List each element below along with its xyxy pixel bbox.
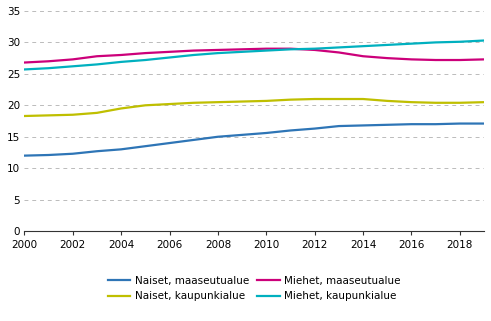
Line: Miehet, maaseutualue: Miehet, maaseutualue xyxy=(25,49,484,63)
Miehet, maaseutualue xyxy=(360,54,366,58)
Naiset, maaseutualue xyxy=(215,135,221,139)
Naiset, kaupunkialue xyxy=(384,99,390,103)
Naiset, maaseutualue xyxy=(409,122,414,126)
Miehet, kaupunkialue xyxy=(384,43,390,47)
Miehet, maaseutualue xyxy=(215,48,221,52)
Naiset, kaupunkialue xyxy=(191,101,197,105)
Miehet, kaupunkialue xyxy=(457,40,463,44)
Naiset, maaseutualue xyxy=(46,153,52,157)
Line: Naiset, maaseutualue: Naiset, maaseutualue xyxy=(25,124,484,156)
Naiset, kaupunkialue xyxy=(481,100,487,104)
Miehet, maaseutualue xyxy=(288,47,294,51)
Naiset, kaupunkialue xyxy=(215,100,221,104)
Miehet, maaseutualue xyxy=(94,54,100,58)
Naiset, kaupunkialue xyxy=(142,103,148,107)
Line: Miehet, kaupunkialue: Miehet, kaupunkialue xyxy=(25,40,484,69)
Miehet, kaupunkialue xyxy=(409,42,414,46)
Naiset, kaupunkialue xyxy=(263,99,269,103)
Naiset, maaseutualue xyxy=(142,144,148,148)
Naiset, kaupunkialue xyxy=(360,97,366,101)
Naiset, maaseutualue xyxy=(191,138,197,142)
Miehet, maaseutualue xyxy=(70,57,76,61)
Naiset, kaupunkialue xyxy=(70,113,76,117)
Miehet, maaseutualue xyxy=(166,50,172,54)
Miehet, maaseutualue xyxy=(142,51,148,55)
Naiset, kaupunkialue xyxy=(336,97,342,101)
Naiset, maaseutualue xyxy=(166,141,172,145)
Naiset, maaseutualue xyxy=(22,154,27,158)
Naiset, maaseutualue xyxy=(118,147,124,151)
Miehet, kaupunkialue xyxy=(70,65,76,68)
Miehet, maaseutualue xyxy=(384,56,390,60)
Miehet, kaupunkialue xyxy=(118,60,124,64)
Naiset, kaupunkialue xyxy=(433,101,438,105)
Miehet, kaupunkialue xyxy=(433,40,438,44)
Naiset, maaseutualue xyxy=(433,122,438,126)
Naiset, maaseutualue xyxy=(360,124,366,127)
Legend: Naiset, maaseutualue, Naiset, kaupunkialue, Miehet, maaseutualue, Miehet, kaupun: Naiset, maaseutualue, Naiset, kaupunkial… xyxy=(108,276,401,301)
Naiset, kaupunkialue xyxy=(239,100,245,103)
Miehet, maaseutualue xyxy=(312,48,318,52)
Naiset, kaupunkialue xyxy=(288,98,294,101)
Naiset, maaseutualue xyxy=(312,127,318,131)
Naiset, maaseutualue xyxy=(481,122,487,126)
Naiset, kaupunkialue xyxy=(46,113,52,117)
Miehet, kaupunkialue xyxy=(191,53,197,57)
Naiset, maaseutualue xyxy=(384,123,390,127)
Miehet, maaseutualue xyxy=(336,50,342,54)
Naiset, kaupunkialue xyxy=(22,114,27,118)
Miehet, maaseutualue xyxy=(457,58,463,62)
Naiset, maaseutualue xyxy=(336,124,342,128)
Miehet, kaupunkialue xyxy=(263,49,269,53)
Naiset, kaupunkialue xyxy=(118,107,124,110)
Miehet, maaseutualue xyxy=(22,61,27,65)
Miehet, kaupunkialue xyxy=(166,56,172,59)
Naiset, maaseutualue xyxy=(239,133,245,137)
Naiset, kaupunkialue xyxy=(312,97,318,101)
Miehet, kaupunkialue xyxy=(142,58,148,62)
Naiset, maaseutualue xyxy=(70,152,76,156)
Miehet, maaseutualue xyxy=(481,57,487,61)
Miehet, maaseutualue xyxy=(191,49,197,53)
Miehet, kaupunkialue xyxy=(360,44,366,48)
Line: Naiset, kaupunkialue: Naiset, kaupunkialue xyxy=(25,99,484,116)
Miehet, kaupunkialue xyxy=(215,51,221,55)
Miehet, maaseutualue xyxy=(433,58,438,62)
Naiset, maaseutualue xyxy=(288,128,294,132)
Naiset, maaseutualue xyxy=(457,122,463,126)
Naiset, maaseutualue xyxy=(94,149,100,153)
Miehet, maaseutualue xyxy=(118,53,124,57)
Miehet, maaseutualue xyxy=(46,59,52,63)
Miehet, maaseutualue xyxy=(409,57,414,61)
Miehet, kaupunkialue xyxy=(46,66,52,70)
Miehet, kaupunkialue xyxy=(312,47,318,51)
Miehet, maaseutualue xyxy=(263,47,269,51)
Miehet, kaupunkialue xyxy=(336,46,342,49)
Miehet, kaupunkialue xyxy=(239,50,245,54)
Naiset, kaupunkialue xyxy=(457,101,463,105)
Miehet, kaupunkialue xyxy=(22,67,27,71)
Naiset, kaupunkialue xyxy=(166,102,172,106)
Miehet, maaseutualue xyxy=(239,48,245,51)
Naiset, maaseutualue xyxy=(263,131,269,135)
Naiset, kaupunkialue xyxy=(409,100,414,104)
Miehet, kaupunkialue xyxy=(288,48,294,51)
Miehet, kaupunkialue xyxy=(481,39,487,42)
Naiset, kaupunkialue xyxy=(94,111,100,115)
Miehet, kaupunkialue xyxy=(94,63,100,66)
